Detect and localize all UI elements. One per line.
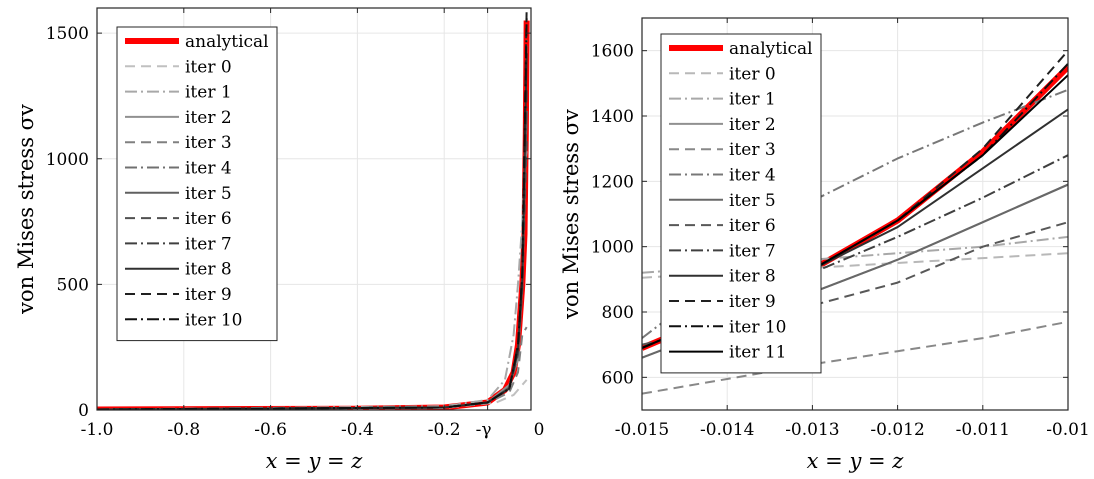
legend-label: iter 7 <box>185 234 232 254</box>
legend-label: iter 3 <box>729 140 776 160</box>
legend: analytical iter 0 iter 1 iter 2 iter 3 iter 4… <box>660 33 822 374</box>
legend-label: iter 8 <box>729 267 776 287</box>
y-axis-label: von Mises stress σv <box>14 104 38 315</box>
y-tick-label: 1000 <box>591 238 634 258</box>
legend-label: iter 9 <box>729 292 776 312</box>
x-tick-label: -0.013 <box>785 420 839 440</box>
legend-label: iter 2 <box>729 115 776 135</box>
legend-box <box>116 26 278 342</box>
y-tick-label: 1400 <box>591 107 634 127</box>
x-axis-label: x = y = z <box>266 449 364 473</box>
x-tick-label: -0.015 <box>615 420 669 440</box>
y-tick-label: 1200 <box>591 172 634 192</box>
legend-label: iter 9 <box>185 285 232 305</box>
x-tick-label: 0 <box>534 420 545 440</box>
x-tick-label: -0.011 <box>956 420 1010 440</box>
legend-label: iter 10 <box>185 310 243 330</box>
legend-label: iter 3 <box>185 133 232 153</box>
y-tick-label: 1000 <box>46 150 89 170</box>
x-tick-label: -γ <box>476 420 492 440</box>
series-line-iter-3 <box>642 320 1068 395</box>
chart-panel-2: -0.015 -0.014 -0.013 -0.012 -0.011 -0.01 600 80… <box>559 17 1090 473</box>
series-line-iter-9 <box>642 50 1068 349</box>
y-axis-label: von Mises stress σv <box>559 109 583 320</box>
x-tick-label: -0.2 <box>428 420 461 440</box>
legend-label: iter 5 <box>185 184 232 204</box>
legend-label: iter 6 <box>729 216 776 236</box>
x-tick-label: -0.8 <box>167 420 200 440</box>
legend-label: iter 1 <box>729 90 776 110</box>
axes-frame <box>96 7 532 411</box>
legend-label: iter 10 <box>729 317 787 337</box>
x-tick-label: -0.012 <box>870 420 924 440</box>
y-tick-label: 0 <box>78 401 89 421</box>
legend-label: iter 6 <box>185 209 232 229</box>
legend-label: iter 5 <box>729 191 776 211</box>
legend-label: iter 0 <box>729 64 776 84</box>
y-tick-label: 1600 <box>591 42 634 62</box>
legend-label: analytical <box>185 32 269 52</box>
legend-label: iter 4 <box>729 166 776 186</box>
legend-label: analytical <box>729 39 813 59</box>
axes-frame <box>641 17 1069 411</box>
legend-label: iter 2 <box>185 108 232 128</box>
legend-label: iter 11 <box>729 343 787 363</box>
y-tick-label: 1500 <box>46 24 89 44</box>
y-tick-label: 600 <box>602 368 634 388</box>
legend-label: iter 7 <box>729 241 776 261</box>
x-axis-label: x = y = z <box>807 449 905 473</box>
y-tick-label: 500 <box>57 275 89 295</box>
legend-label: iter 0 <box>185 57 232 77</box>
legend-box <box>660 33 822 374</box>
x-tick-label: -0.01 <box>1046 420 1090 440</box>
legend-label: iter 8 <box>185 260 232 280</box>
legend-label: iter 4 <box>185 159 232 179</box>
x-tick-label: -0.4 <box>341 420 374 440</box>
legend: analytical iter 0 iter 1 iter 2 iter 3 iter 4… <box>116 26 278 342</box>
x-tick-label: -0.6 <box>254 420 287 440</box>
x-tick-label: -0.014 <box>700 420 754 440</box>
legend-label: iter 1 <box>185 83 232 103</box>
x-tick-label: -1.0 <box>81 420 114 440</box>
y-tick-label: 800 <box>602 303 634 323</box>
chart-panel-1: -1.0 -0.8 -0.6 -0.4 -0.2 -γ 0 0 500 1000 1500 x = y… <box>14 7 545 473</box>
